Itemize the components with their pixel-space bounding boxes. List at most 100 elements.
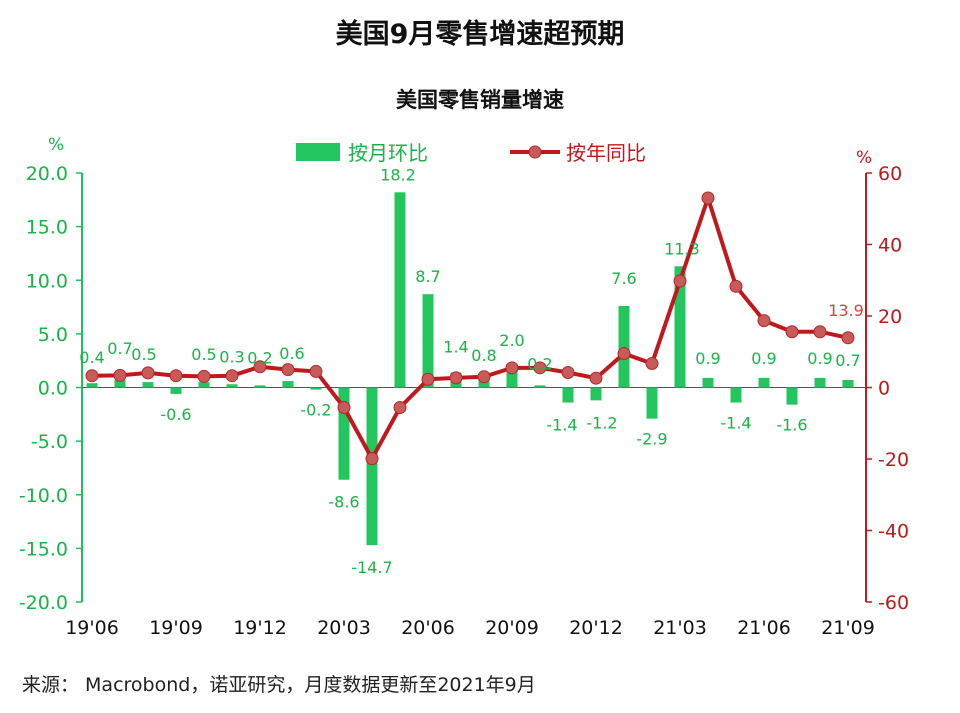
x-axis-tick-label: 21'03 xyxy=(653,617,707,639)
bar-data-label: -1.6 xyxy=(776,416,807,435)
bar-data-label: 0.2 xyxy=(247,348,272,367)
x-axis-tick-label: 20'09 xyxy=(485,617,539,639)
bar-data-label: 0.4 xyxy=(79,348,104,367)
bar-data-label: 7.6 xyxy=(611,269,636,288)
line-point-year-on-year xyxy=(309,364,323,378)
bar-data-label: 0.7 xyxy=(107,339,132,358)
line-point-year-on-year xyxy=(813,325,827,339)
line-point-year-on-year xyxy=(253,360,267,374)
line-point-year-on-year xyxy=(589,371,603,385)
bar-data-label: -1.2 xyxy=(586,413,617,432)
line-point-year-on-year xyxy=(561,365,575,379)
bar-month-on-month xyxy=(562,387,574,403)
bar-data-label: 0.2 xyxy=(527,354,552,373)
left-axis-tick-label: 0.0 xyxy=(38,378,68,400)
right-axis-tick-label: -60 xyxy=(878,592,909,614)
bar-data-label: -0.6 xyxy=(160,405,191,424)
left-axis-tick-label: 20.0 xyxy=(26,163,68,185)
bar-month-on-month xyxy=(702,377,714,388)
x-axis-tick-label: 21'09 xyxy=(821,617,875,639)
line-point-year-on-year xyxy=(421,372,435,386)
bar-month-on-month xyxy=(758,377,770,388)
bar-month-on-month xyxy=(674,266,686,388)
line-point-year-on-year xyxy=(645,357,659,371)
bar-month-on-month xyxy=(534,385,546,388)
line-year-on-year xyxy=(91,196,849,461)
right-axis-unit: % xyxy=(856,148,872,168)
right-axis-tick-label: 20 xyxy=(878,306,902,328)
bar-data-label: -14.7 xyxy=(351,558,392,577)
bar-data-label: 8.7 xyxy=(415,267,440,286)
line-point-year-on-year xyxy=(365,452,379,466)
x-axis-tick-label: 19'12 xyxy=(233,617,287,639)
right-axis-tick-label: -20 xyxy=(878,449,909,471)
left-axis-tick-label: -10.0 xyxy=(19,485,68,507)
bar-data-label: 1.4 xyxy=(443,337,468,356)
x-axis-tick-label: 19'09 xyxy=(149,617,203,639)
bar-month-on-month xyxy=(226,384,238,388)
bar-data-label: 0.9 xyxy=(695,349,720,368)
bar-month-on-month xyxy=(282,381,294,388)
page-title: 美国9月零售增速超预期 xyxy=(335,19,625,50)
line-point-year-on-year xyxy=(477,370,491,384)
line-point-year-on-year xyxy=(785,325,799,339)
bar-month-on-month xyxy=(730,387,742,403)
line-point-year-on-year xyxy=(701,191,715,205)
bar-month-on-month xyxy=(114,379,126,388)
bar-month-on-month xyxy=(310,387,322,390)
line-point-year-on-year xyxy=(197,369,211,383)
line-point-year-on-year xyxy=(505,361,519,375)
left-axis-tick-label: 10.0 xyxy=(26,270,68,292)
right-axis-tick-label: 0 xyxy=(878,378,890,400)
bar-data-label: 0.8 xyxy=(471,346,496,365)
bar-data-label: -0.2 xyxy=(300,401,331,420)
bar-data-label: 18.2 xyxy=(380,165,416,184)
line-point-year-on-year xyxy=(337,401,351,415)
bar-data-label: -1.4 xyxy=(546,416,577,435)
right-axis-tick-label: 40 xyxy=(878,235,902,257)
bar-month-on-month xyxy=(786,387,798,405)
x-axis-tick-label: 20'12 xyxy=(569,617,623,639)
source-note: 来源： Macrobond，诺亚研究，月度数据更新至2021年9月 xyxy=(22,674,536,696)
line-point-year-on-year xyxy=(673,274,687,288)
bar-month-on-month xyxy=(842,379,854,388)
bar-month-on-month xyxy=(198,382,210,388)
bar-data-label: 0.3 xyxy=(219,347,244,366)
legend-swatch-marker xyxy=(528,145,542,159)
bar-data-label: -8.6 xyxy=(328,493,359,512)
bar-month-on-month xyxy=(394,192,406,388)
left-axis-tick-label: 15.0 xyxy=(26,217,68,239)
left-axis-tick-label: -5.0 xyxy=(31,431,68,453)
x-axis-tick-label: 19'06 xyxy=(65,617,119,639)
bar-data-label: 0.9 xyxy=(751,349,776,368)
bar-month-on-month xyxy=(254,385,266,388)
x-axis-tick-label: 20'03 xyxy=(317,617,371,639)
bar-data-label: 0.5 xyxy=(191,345,216,364)
line-point-year-on-year xyxy=(113,368,127,382)
bar-data-label: 0.7 xyxy=(835,351,860,370)
bar-month-on-month xyxy=(170,387,182,394)
line-point-year-on-year xyxy=(617,347,631,361)
bar-data-label: -2.9 xyxy=(636,430,667,449)
bar-data-label: 0.6 xyxy=(279,344,304,363)
bar-month-on-month xyxy=(338,387,350,480)
bar-data-label: 2.0 xyxy=(499,331,524,350)
line-point-year-on-year xyxy=(225,369,239,383)
bar-month-on-month xyxy=(142,382,154,388)
bar-month-on-month xyxy=(590,387,602,401)
x-axis-tick-label: 21'06 xyxy=(737,617,791,639)
line-point-year-on-year xyxy=(757,314,771,328)
bar-month-on-month xyxy=(506,366,518,388)
legend-label-bar: 按月环比 xyxy=(348,141,428,165)
bar-data-label: 0.5 xyxy=(131,345,156,364)
bar-data-label: 0.9 xyxy=(807,349,832,368)
right-axis-tick-label: -40 xyxy=(878,521,909,543)
line-point-year-on-year xyxy=(85,369,99,383)
line-point-year-on-year xyxy=(449,371,463,385)
chart-title: 美国零售销量增速 xyxy=(396,88,564,112)
bar-month-on-month xyxy=(422,294,434,388)
left-axis-tick-label: -20.0 xyxy=(19,592,68,614)
legend-label-line: 按年同比 xyxy=(566,141,646,165)
legend-swatch-bar xyxy=(296,143,340,161)
line-point-year-on-year xyxy=(393,401,407,415)
